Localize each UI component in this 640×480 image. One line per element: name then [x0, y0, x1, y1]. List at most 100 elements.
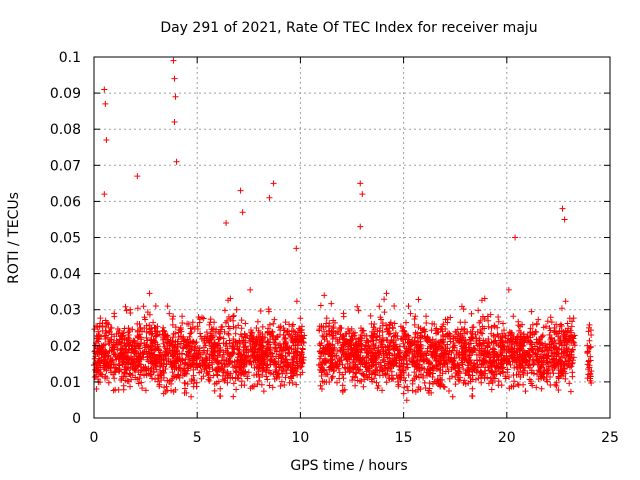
y-tick-label: 0: [72, 411, 81, 427]
data-point: [128, 349, 135, 356]
data-point: [293, 298, 300, 305]
data-point: [231, 358, 238, 365]
data-point: [118, 340, 125, 347]
data-point: [569, 369, 576, 376]
data-point: [409, 377, 416, 384]
data-point: [177, 324, 184, 331]
data-point: [95, 338, 102, 345]
data-point: [391, 303, 398, 310]
data-point: [357, 180, 364, 187]
x-tick-label: 10: [291, 430, 309, 446]
data-point: [106, 340, 113, 347]
data-point: [411, 316, 418, 323]
data-point: [150, 319, 157, 326]
data-point: [258, 353, 265, 360]
data-point: [95, 355, 102, 362]
data-point: [141, 371, 148, 378]
data-point: [247, 286, 254, 293]
data-point: [125, 329, 132, 336]
data-point: [263, 352, 270, 359]
data-point: [211, 333, 218, 340]
data-point: [131, 339, 138, 346]
data-point: [207, 316, 214, 323]
data-point: [211, 319, 218, 326]
data-point: [259, 342, 266, 349]
data-point: [204, 347, 211, 354]
data-point: [230, 323, 237, 330]
data-point: [172, 359, 179, 366]
data-point: [259, 372, 266, 379]
data-point: [185, 339, 192, 346]
data-point: [235, 322, 242, 329]
data-point: [262, 334, 269, 341]
data-point: [299, 345, 306, 352]
data-point: [426, 380, 433, 387]
data-point: [181, 371, 188, 378]
data-point: [238, 317, 245, 324]
data-point: [275, 361, 282, 368]
data-point: [405, 303, 412, 310]
data-point: [125, 334, 132, 341]
data-point: [163, 383, 170, 390]
data-point: [286, 349, 293, 356]
data-point: [179, 320, 186, 327]
data-point: [103, 137, 110, 144]
data-point: [587, 344, 594, 351]
data-point: [233, 386, 240, 393]
data-point: [181, 385, 188, 392]
data-point: [108, 336, 115, 343]
data-point: [171, 75, 178, 82]
data-point: [265, 308, 272, 315]
data-point: [189, 319, 196, 326]
data-point: [190, 357, 197, 364]
data-point: [478, 379, 485, 386]
data-point: [158, 360, 165, 367]
data-point: [113, 330, 120, 337]
data-point: [171, 118, 178, 125]
data-point: [241, 331, 248, 338]
data-point: [164, 339, 171, 346]
y-tick-label: 0.02: [50, 339, 81, 355]
data-point: [146, 290, 153, 297]
data-point: [211, 387, 218, 394]
data-point: [298, 332, 305, 339]
data-point: [151, 324, 158, 331]
data-point: [293, 381, 300, 388]
data-point: [359, 327, 366, 334]
data-point: [146, 326, 153, 333]
data-point: [209, 343, 216, 350]
data-point: [260, 348, 267, 355]
data-point: [197, 351, 204, 358]
data-point: [249, 341, 256, 348]
data-point: [121, 339, 128, 346]
data-point: [136, 341, 143, 348]
data-point: [253, 371, 260, 378]
data-point: [202, 342, 209, 349]
data-point: [144, 343, 151, 350]
data-point: [355, 307, 362, 314]
data-point: [257, 307, 264, 314]
data-point: [208, 332, 215, 339]
data-point: [340, 313, 347, 320]
data-point: [381, 309, 388, 316]
data-point: [115, 386, 122, 393]
data-point: [224, 379, 231, 386]
data-point: [172, 330, 179, 337]
data-point: [230, 312, 237, 319]
data-point: [423, 313, 430, 320]
data-point: [123, 307, 130, 314]
data-point: [232, 330, 239, 337]
data-point: [188, 329, 195, 336]
data-point: [115, 368, 122, 375]
data-point: [263, 367, 270, 374]
data-point: [114, 325, 121, 332]
data-point: [191, 325, 198, 332]
data-point: [116, 336, 123, 343]
data-point: [140, 303, 147, 310]
data-point: [211, 345, 218, 352]
data-point: [237, 187, 244, 194]
data-point: [104, 375, 111, 382]
data-point: [241, 344, 248, 351]
data-point: [199, 314, 206, 321]
